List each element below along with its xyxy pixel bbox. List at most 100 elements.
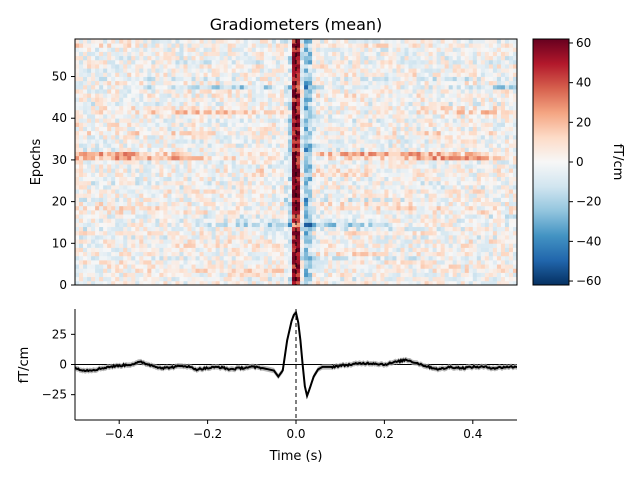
heatmap-cell [412, 197, 417, 203]
heatmap-cell [167, 101, 172, 107]
heatmap-cell [356, 118, 361, 123]
heatmap-cell [464, 151, 470, 157]
heatmap-cell [416, 176, 421, 182]
heatmap-cell [488, 109, 494, 115]
heatmap-cell [296, 239, 301, 244]
heatmap-cell [384, 101, 389, 107]
heatmap-cell [255, 168, 261, 173]
heatmap-cell [227, 230, 233, 236]
heatmap-cell [175, 218, 180, 223]
heatmap-cell [392, 218, 397, 223]
heatmap-cell [400, 239, 405, 244]
heatmap-cell [139, 134, 144, 140]
heatmap-cell [279, 222, 285, 228]
heatmap-cell [348, 147, 353, 152]
heatmap-cell [488, 147, 494, 152]
heatmap-cell [239, 268, 245, 273]
heatmap-cell [420, 97, 425, 102]
heatmap-cell [291, 222, 297, 228]
heatmap-cell [464, 247, 470, 253]
heatmap-cell [364, 164, 369, 169]
heatmap-cell [91, 143, 96, 148]
heatmap-cell [328, 151, 333, 157]
heatmap-cell [255, 201, 261, 207]
heatmap-cell [296, 172, 301, 177]
heatmap-cell [308, 189, 313, 194]
heatmap-cell [484, 143, 490, 148]
heatmap-cell [203, 126, 208, 132]
heatmap-cell [436, 280, 442, 286]
heatmap-cell [131, 214, 136, 219]
heatmap-cell [239, 93, 245, 98]
heatmap-cell [456, 134, 462, 140]
heatmap-cell [191, 105, 196, 111]
heatmap-cell [151, 189, 156, 194]
heatmap-cell [91, 172, 96, 177]
heatmap-cell [404, 109, 409, 115]
heatmap-cell [119, 109, 124, 115]
heatmap-cell [75, 143, 80, 148]
heatmap-cell [95, 259, 100, 265]
heatmap-cell [424, 151, 429, 157]
heatmap-cell [235, 209, 241, 215]
heatmap-cell [203, 218, 208, 223]
heatmap-cell [95, 222, 100, 228]
heatmap-cell [271, 239, 277, 244]
heatmap-cell [436, 164, 442, 169]
heatmap-cell [488, 164, 494, 169]
heatmap-cell [344, 105, 349, 111]
heatmap-cell [271, 101, 277, 107]
heatmap-cell [95, 184, 100, 190]
heatmap-cell [135, 230, 140, 236]
heatmap-cell [239, 222, 245, 228]
heatmap-cell [488, 189, 494, 194]
heatmap-cell [151, 255, 156, 261]
heatmap-cell [468, 101, 474, 107]
heatmap-cell [420, 193, 425, 198]
heatmap-cell [400, 126, 405, 132]
heatmap-cell [448, 234, 454, 240]
heatmap-cell [388, 105, 393, 111]
heatmap-cell [259, 101, 265, 107]
heatmap-cell [500, 97, 506, 102]
heatmap-cell [267, 214, 273, 219]
heatmap-cell [251, 180, 257, 186]
heatmap-cell [95, 176, 100, 182]
heatmap-cell [91, 239, 96, 244]
heatmap-cell [103, 97, 108, 102]
heatmap-cell [263, 205, 269, 211]
heatmap-cell [119, 134, 124, 140]
heatmap-cell [356, 201, 361, 207]
heatmap-cell [328, 172, 333, 177]
heatmap-cell [468, 272, 474, 278]
heatmap-cell [372, 101, 377, 107]
heatmap-cell [484, 118, 490, 123]
heatmap-cell [416, 109, 421, 115]
heatmap-cell [207, 259, 213, 265]
heatmap-cell [223, 264, 229, 269]
heatmap-cell [360, 197, 365, 203]
heatmap-cell [111, 193, 116, 198]
heatmap-cell [123, 93, 128, 98]
heatmap-cell [408, 264, 413, 269]
heatmap-cell [131, 280, 136, 286]
heatmap-cell [171, 251, 176, 257]
heatmap-cell [384, 209, 389, 215]
heatmap-cell [348, 209, 353, 215]
heatmap-cell [416, 155, 421, 161]
heatmap-cell [211, 155, 217, 161]
heatmap-cell [408, 147, 413, 152]
heatmap-cell [448, 255, 454, 261]
heatmap-cell [496, 143, 502, 148]
heatmap-cell [291, 172, 297, 177]
heatmap-cell [263, 147, 269, 152]
heatmap-cell [271, 193, 277, 198]
heatmap-cell [344, 101, 349, 107]
heatmap-cell [432, 105, 438, 111]
heatmap-cell [464, 139, 470, 144]
heatmap-cell [428, 134, 434, 140]
heatmap-cell [324, 176, 329, 182]
heatmap-cell [255, 109, 261, 115]
heatmap-cell [376, 193, 381, 198]
heatmap-cell [352, 247, 357, 253]
